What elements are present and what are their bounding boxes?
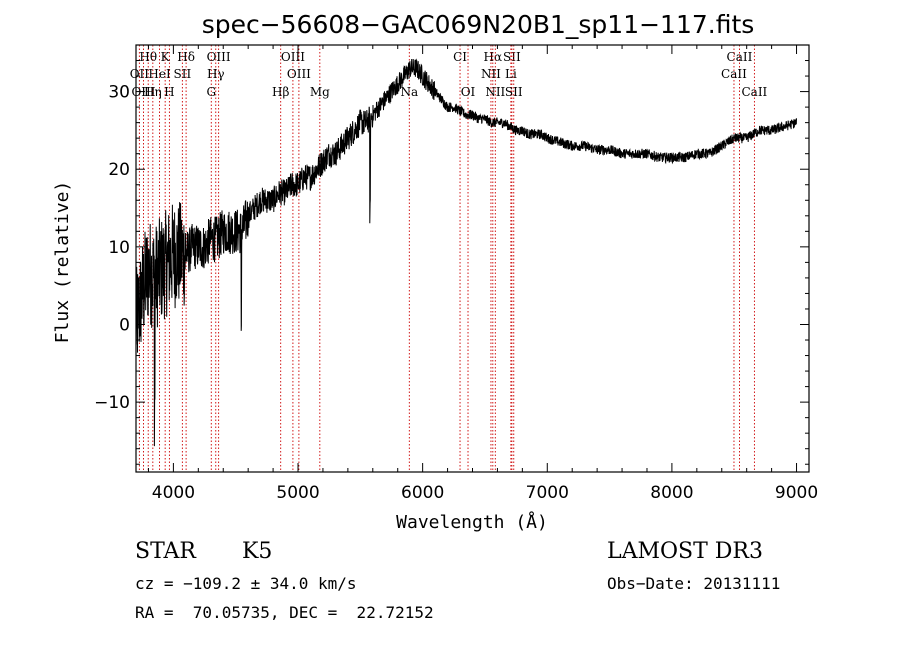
- marker-label-14: NII: [481, 67, 501, 81]
- marker-label-25: NII: [485, 85, 505, 99]
- marker-label-0: Hθ: [139, 50, 157, 64]
- y-tick-label-1: 0: [119, 315, 130, 335]
- spectrum-line: [135, 58, 797, 447]
- marker-label-23: Na: [400, 85, 418, 99]
- object-class: STAR: [135, 539, 196, 564]
- marker-label-22: Mg: [310, 85, 330, 99]
- marker-label-24: OI: [461, 85, 476, 99]
- y-tick-label-2: 10: [108, 238, 130, 258]
- x-tick-label-5: 9000: [775, 483, 818, 503]
- x-tick-label-1: 5000: [276, 483, 319, 503]
- marker-label-12: Hγ: [207, 67, 225, 81]
- spectrum-chart: spec−56608−GAC069N20B1_sp11−117.fits Hθ K…: [52, 10, 818, 533]
- marker-label-7: SII: [503, 50, 521, 64]
- x-tick-label-0: 4000: [152, 483, 195, 503]
- survey-name: LAMOST DR3: [607, 539, 763, 564]
- marker-label-18: Hη: [144, 85, 162, 99]
- y-axis: −10 0 10 20 30: [94, 44, 809, 465]
- marker-label-26: SII: [505, 85, 523, 99]
- marker-label-10: HeI: [148, 67, 171, 81]
- marker-label-5: CI: [453, 50, 467, 64]
- marker-label-6: Hα: [484, 50, 503, 64]
- ra-dec: RA = 70.05735, DEC = 22.72152: [135, 603, 434, 622]
- y-axis-label: Flux (relative): [52, 181, 73, 344]
- marker-label-4: OIII: [281, 50, 305, 64]
- y-tick-label-0: −10: [94, 393, 130, 413]
- marker-label-2: Hδ: [177, 50, 195, 64]
- marker-label-3: OIII: [207, 50, 231, 64]
- marker-label-8: CaII: [727, 50, 753, 64]
- y-tick-label-4: 30: [108, 83, 130, 103]
- x-tick-label-3: 7000: [526, 483, 569, 503]
- object-subclass: K5: [242, 539, 273, 564]
- marker-label-20: G: [206, 85, 216, 99]
- x-axis-label: Wavelength (Å): [396, 511, 548, 533]
- plot-frame: [135, 44, 810, 473]
- marker-label-15: Li: [505, 67, 517, 81]
- marker-label-11: SII: [174, 67, 192, 81]
- chart-title: spec−56608−GAC069N20B1_sp11−117.fits: [202, 10, 755, 39]
- marker-label-16: CaII: [721, 67, 747, 81]
- marker-label-27: CaII: [741, 85, 767, 99]
- marker-label-21: Hβ: [272, 85, 289, 99]
- marker-label-13: OIII: [287, 67, 311, 81]
- redshift-cz: cz = −109.2 ± 34.0 km/s: [135, 574, 357, 593]
- marker-label-9: OII: [130, 67, 150, 81]
- x-tick-label-2: 6000: [401, 483, 444, 503]
- x-tick-label-4: 8000: [650, 483, 693, 503]
- marker-label-1: K: [161, 50, 171, 64]
- y-tick-label-3: 20: [108, 160, 130, 180]
- marker-label-19: H: [164, 85, 174, 99]
- spectrum-series: [135, 58, 797, 447]
- x-axis: 4000 5000 6000 7000 8000 9000: [147, 45, 818, 503]
- obs-date: Obs−Date: 20131111: [607, 574, 781, 593]
